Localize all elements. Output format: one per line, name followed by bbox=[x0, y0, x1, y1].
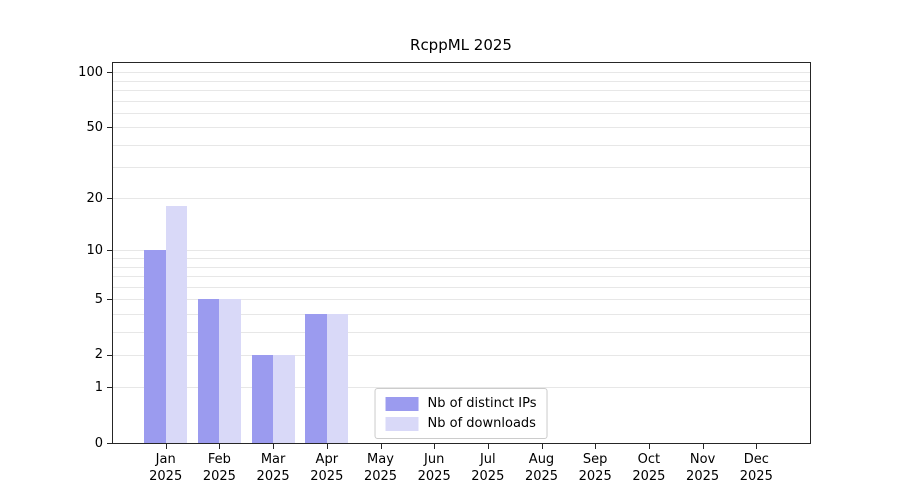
bar-downloads-feb bbox=[219, 299, 241, 443]
legend-swatch-icon bbox=[385, 396, 419, 411]
bar-downloads-mar bbox=[273, 354, 295, 443]
bar-distinct-ips-mar bbox=[251, 354, 274, 443]
x-tick-mark bbox=[380, 444, 382, 449]
y-gridline bbox=[112, 286, 810, 288]
y-tick-label: 20 bbox=[86, 190, 103, 206]
legend-swatch-icon bbox=[385, 416, 419, 431]
x-tick-mark bbox=[434, 444, 436, 449]
y-tick-label: 5 bbox=[94, 291, 103, 307]
x-tick-label: Aug 2025 bbox=[524, 452, 559, 484]
y-tick-label: 0 bbox=[94, 435, 103, 451]
y-gridline bbox=[112, 354, 810, 356]
x-tick-mark bbox=[273, 444, 275, 449]
x-tick-label: Jul 2025 bbox=[471, 452, 505, 484]
x-tick-label: Jan 2025 bbox=[149, 452, 183, 484]
y-gridline bbox=[112, 167, 810, 169]
x-tick-mark bbox=[326, 444, 328, 449]
x-tick-label: Nov 2025 bbox=[686, 452, 720, 484]
y-gridline bbox=[112, 258, 810, 259]
x-tick-mark bbox=[487, 444, 489, 449]
y-gridline bbox=[112, 100, 810, 102]
x-tick-mark bbox=[595, 444, 597, 449]
y-gridline bbox=[112, 144, 810, 146]
bar-downloads-jan bbox=[165, 206, 188, 443]
legend-item: Nb of distinct IPs bbox=[385, 396, 537, 411]
y-gridline bbox=[112, 266, 810, 268]
y-gridline bbox=[112, 127, 810, 129]
x-tick-label: Oct 2025 bbox=[632, 452, 666, 484]
y-gridline bbox=[112, 72, 810, 74]
bar-downloads-apr bbox=[326, 313, 349, 443]
y-tick-mark bbox=[107, 354, 112, 356]
legend-item: Nb of downloads bbox=[385, 416, 537, 431]
legend-label: Nb of downloads bbox=[427, 416, 536, 431]
bar-distinct-ips-jan bbox=[144, 250, 166, 443]
y-tick-mark bbox=[107, 198, 112, 200]
y-tick-mark bbox=[107, 72, 112, 74]
y-tick-mark bbox=[107, 299, 112, 300]
x-tick-mark bbox=[219, 444, 221, 449]
y-tick-mark bbox=[107, 387, 112, 389]
bar-distinct-ips-feb bbox=[197, 299, 220, 443]
y-gridline bbox=[112, 89, 810, 91]
x-tick-label: Mar 2025 bbox=[256, 452, 290, 484]
y-tick-label: 2 bbox=[94, 347, 103, 363]
x-tick-label: Apr 2025 bbox=[310, 452, 344, 484]
y-tick-label: 50 bbox=[86, 119, 103, 135]
chart-title: RcppML 2025 bbox=[410, 36, 512, 54]
x-tick-mark bbox=[702, 444, 704, 449]
y-gridline bbox=[112, 80, 810, 82]
x-tick-mark bbox=[165, 444, 167, 449]
x-tick-label: Feb 2025 bbox=[202, 452, 236, 484]
x-tick-label: Dec 2025 bbox=[739, 452, 773, 484]
y-tick-mark bbox=[107, 250, 112, 252]
y-gridline bbox=[112, 387, 810, 389]
x-tick-mark bbox=[756, 444, 758, 449]
x-tick-label: May 2025 bbox=[363, 452, 398, 484]
y-gridline bbox=[112, 250, 810, 252]
y-gridline bbox=[112, 112, 810, 114]
x-tick-mark bbox=[648, 444, 650, 449]
x-tick-label: Sep 2025 bbox=[578, 452, 612, 484]
y-tick-label: 10 bbox=[86, 242, 103, 258]
y-gridline bbox=[112, 275, 810, 277]
y-gridline bbox=[112, 299, 810, 300]
y-gridline bbox=[112, 313, 810, 315]
y-gridline bbox=[112, 331, 810, 333]
y-tick-mark bbox=[107, 443, 112, 444]
y-tick-label: 1 bbox=[94, 379, 103, 395]
x-tick-label: Jun 2025 bbox=[417, 452, 451, 484]
y-gridline bbox=[112, 198, 810, 200]
legend: Nb of distinct IPs Nb of downloads bbox=[374, 388, 548, 439]
legend-label: Nb of distinct IPs bbox=[427, 396, 537, 411]
y-tick-label: 100 bbox=[78, 64, 103, 80]
bar-distinct-ips-apr bbox=[305, 313, 327, 443]
x-tick-mark bbox=[541, 444, 543, 449]
y-tick-mark bbox=[107, 127, 112, 129]
